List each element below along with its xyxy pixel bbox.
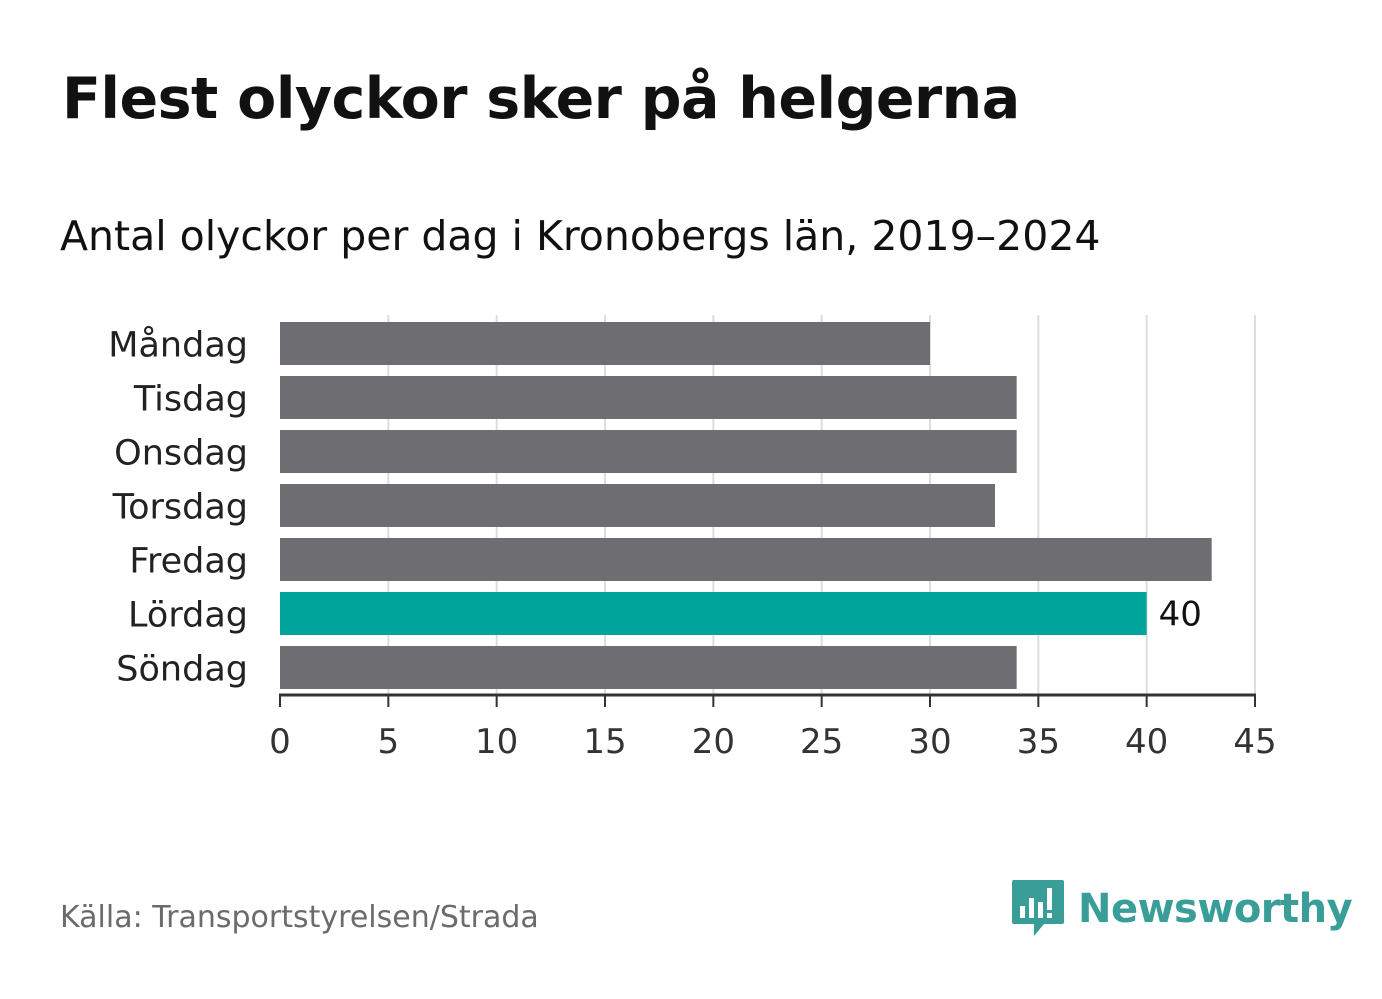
chart-title: Flest olyckor sker på helgerna: [62, 66, 1020, 132]
x-tick-label: 40: [1125, 722, 1168, 762]
chart-subtitle: Antal olyckor per dag i Kronobergs län, …: [60, 212, 1101, 260]
category-label: Torsdag: [112, 488, 248, 528]
category-label: Onsdag: [114, 434, 248, 474]
bar-söndag: [280, 646, 1017, 689]
bar-fredag: [280, 538, 1212, 581]
bar-lördag: [280, 592, 1147, 635]
x-tick-label: 30: [908, 722, 951, 762]
category-label: Lördag: [128, 596, 248, 636]
x-tick-label: 25: [800, 722, 843, 762]
bar-onsdag: [280, 430, 1017, 473]
bar-måndag: [280, 322, 930, 365]
brand-name: Newsworthy: [1078, 886, 1353, 932]
x-tick-label: 20: [692, 722, 735, 762]
bars: [280, 322, 1212, 689]
source-note: Källa: Transportstyrelsen/Strada: [60, 900, 539, 935]
category-label: Måndag: [108, 325, 248, 366]
x-tick-label: 5: [378, 722, 400, 762]
x-tick-label: 10: [475, 722, 518, 762]
category-label: Söndag: [116, 650, 248, 690]
bar-torsdag: [280, 484, 995, 527]
x-tick-label: 35: [1017, 722, 1060, 762]
data-label: 40: [1159, 595, 1202, 635]
category-labels: Måndag Tisdag Onsdag Torsdag Fredag Lördag Sön…: [108, 325, 1202, 690]
x-tick-label: 45: [1233, 722, 1276, 762]
category-label: Tisdag: [133, 380, 248, 420]
bar-chart: Måndag Tisdag Onsdag Torsdag Fredag Lördag Sön…: [108, 315, 1277, 762]
x-tick-label: 15: [583, 722, 626, 762]
newsworthy-logo-icon: [1012, 880, 1064, 936]
brand-logo: Newsworthy: [1010, 878, 1353, 940]
x-axis: 0 5 10 15 20 25 30 35 40 45: [269, 693, 1277, 762]
x-tick-label: 0: [269, 722, 291, 762]
bar-tisdag: [280, 376, 1017, 419]
category-label: Fredag: [129, 542, 248, 582]
